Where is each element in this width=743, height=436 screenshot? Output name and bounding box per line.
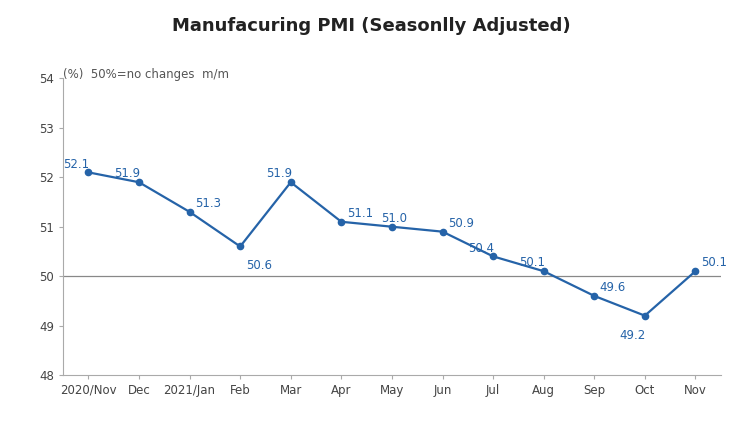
Text: (%)  50%=no changes  m/m: (%) 50%=no changes m/m [63, 68, 229, 81]
Text: 50.4: 50.4 [468, 242, 494, 255]
Text: 51.0: 51.0 [381, 212, 407, 225]
Text: 50.6: 50.6 [246, 259, 272, 272]
Text: 51.1: 51.1 [347, 207, 373, 220]
Text: 51.9: 51.9 [114, 167, 140, 181]
Text: 49.6: 49.6 [600, 281, 626, 294]
Text: 49.2: 49.2 [620, 329, 646, 342]
Text: 52.1: 52.1 [63, 157, 90, 170]
Text: 51.9: 51.9 [266, 167, 292, 181]
Text: 50.1: 50.1 [701, 256, 727, 269]
Text: 51.3: 51.3 [195, 197, 221, 210]
Text: 50.1: 50.1 [519, 256, 545, 269]
Text: 50.9: 50.9 [448, 217, 474, 230]
Text: Manufacuring PMI (Seasonlly Adjusted): Manufacuring PMI (Seasonlly Adjusted) [172, 17, 571, 35]
